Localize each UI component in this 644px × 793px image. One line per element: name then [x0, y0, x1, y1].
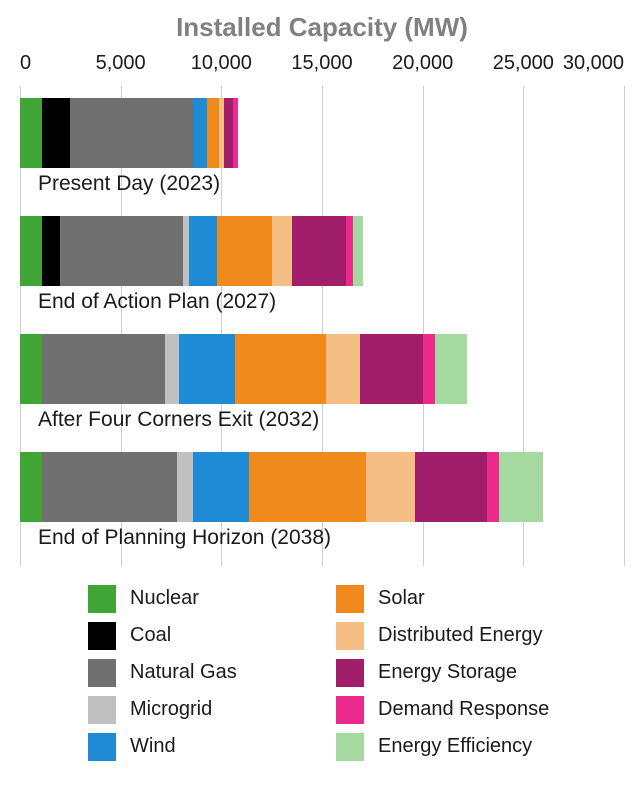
- bar-segment-distributed_energy: [326, 334, 360, 404]
- legend-swatch: [336, 696, 364, 724]
- legend-label: Coal: [130, 624, 171, 647]
- legend-swatch: [88, 659, 116, 687]
- legend-item-coal: Coal: [88, 617, 336, 654]
- capacity-chart: Installed Capacity (MW) 0 5,000 10,000 15,0…: [20, 0, 624, 793]
- bar-segment-coal: [42, 98, 70, 168]
- stacked-bar: [20, 98, 238, 168]
- bar-segment-natural_gas: [70, 98, 193, 168]
- legend-swatch: [88, 696, 116, 724]
- legend-label: Microgrid: [130, 698, 212, 721]
- gridline: [624, 86, 625, 566]
- bar-segment-energy_storage: [360, 334, 422, 404]
- bar-segment-nuclear: [20, 452, 42, 522]
- bar-segment-energy_efficiency: [353, 216, 363, 286]
- bar-segment-distributed_energy: [366, 452, 414, 522]
- bar-label: End of Planning Horizon (2038): [38, 526, 331, 550]
- bar-label: After Four Corners Exit (2032): [38, 408, 319, 432]
- legend-swatch: [88, 733, 116, 761]
- x-tick-label: 5,000: [96, 52, 146, 75]
- x-axis: 0 5,000 10,000 15,000 20,000 25,000 30,000: [20, 48, 624, 84]
- x-tick-label: 0: [20, 52, 31, 75]
- legend-item-demand_response: Demand Response: [336, 691, 584, 728]
- bar-segment-wind: [193, 452, 249, 522]
- bar-segment-microgrid: [165, 334, 179, 404]
- bar-row: After Four Corners Exit (2032): [20, 334, 624, 404]
- legend-swatch: [336, 622, 364, 650]
- plot-area: Present Day (2023) End of Action Plan (20…: [20, 86, 624, 566]
- bar-segment-energy_storage: [415, 452, 487, 522]
- legend-item-wind: Wind: [88, 728, 336, 765]
- legend-swatch: [336, 733, 364, 761]
- legend-label: Energy Efficiency: [378, 735, 532, 758]
- legend-swatch: [336, 585, 364, 613]
- bar-segment-solar: [207, 98, 219, 168]
- legend-item-energy_efficiency: Energy Efficiency: [336, 728, 584, 765]
- bar-segment-microgrid: [177, 452, 193, 522]
- legend-item-nuclear: Nuclear: [88, 580, 336, 617]
- legend-label: Demand Response: [378, 698, 549, 721]
- stacked-bar: [20, 334, 467, 404]
- bar-segment-natural_gas: [60, 216, 183, 286]
- bar-row: End of Planning Horizon (2038): [20, 452, 624, 522]
- bar-segment-energy_storage: [292, 216, 346, 286]
- bar-segment-natural_gas: [42, 334, 165, 404]
- bar-row: End of Action Plan (2027): [20, 216, 624, 286]
- bar-segment-energy_efficiency: [499, 452, 543, 522]
- chart-title: Installed Capacity (MW): [20, 12, 624, 43]
- bar-label: End of Action Plan (2027): [38, 290, 276, 314]
- stacked-bar: [20, 452, 543, 522]
- bar-segment-solar: [235, 334, 326, 404]
- x-tick-label: 20,000: [392, 52, 453, 75]
- legend-label: Nuclear: [130, 587, 199, 610]
- legend-label: Natural Gas: [130, 661, 237, 684]
- bar-segment-energy_efficiency: [435, 334, 467, 404]
- legend-label: Wind: [130, 735, 176, 758]
- legend-label: Energy Storage: [378, 661, 517, 684]
- x-tick-label: 10,000: [191, 52, 252, 75]
- x-tick-label: 15,000: [291, 52, 352, 75]
- legend-item-natural_gas: Natural Gas: [88, 654, 336, 691]
- bar-segment-natural_gas: [42, 452, 177, 522]
- legend-item-solar: Solar: [336, 580, 584, 617]
- legend-swatch: [88, 622, 116, 650]
- bar-segment-nuclear: [20, 334, 42, 404]
- legend-swatch: [88, 585, 116, 613]
- x-tick-label: 30,000: [563, 52, 624, 75]
- stacked-bar: [20, 216, 363, 286]
- bar-row: Present Day (2023): [20, 98, 624, 168]
- bar-segment-distributed_energy: [272, 216, 292, 286]
- bar-segment-wind: [179, 334, 235, 404]
- x-tick-label: 25,000: [493, 52, 554, 75]
- bar-segment-solar: [217, 216, 271, 286]
- legend-swatch: [336, 659, 364, 687]
- bar-segment-nuclear: [20, 98, 42, 168]
- bar-segment-demand_response: [346, 216, 353, 286]
- bar-segment-solar: [249, 452, 366, 522]
- bar-segment-energy_storage: [224, 98, 233, 168]
- legend: Nuclear Coal Natural Gas Microgrid Wind Solar…: [88, 580, 608, 770]
- bar-segment-demand_response: [423, 334, 435, 404]
- bar-segment-wind: [193, 98, 207, 168]
- legend-label: Distributed Energy: [378, 624, 543, 647]
- bar-segment-demand_response: [487, 452, 499, 522]
- legend-item-microgrid: Microgrid: [88, 691, 336, 728]
- legend-item-energy_storage: Energy Storage: [336, 654, 584, 691]
- bar-segment-coal: [42, 216, 60, 286]
- bar-segment-demand_response: [233, 98, 238, 168]
- bar-segment-wind: [189, 216, 217, 286]
- legend-item-distributed_energy: Distributed Energy: [336, 617, 584, 654]
- bar-segment-nuclear: [20, 216, 42, 286]
- legend-label: Solar: [378, 587, 425, 610]
- bar-label: Present Day (2023): [38, 172, 220, 196]
